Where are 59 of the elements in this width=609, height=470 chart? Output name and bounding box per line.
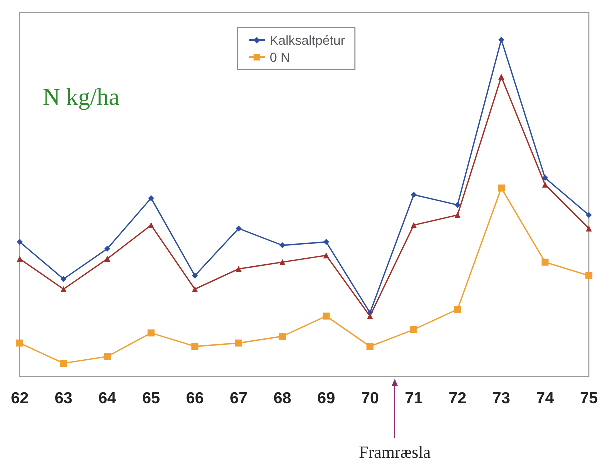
point bbox=[586, 272, 593, 280]
point bbox=[454, 212, 461, 218]
point bbox=[410, 326, 418, 334]
point bbox=[148, 195, 154, 202]
point bbox=[498, 184, 506, 192]
x-tick-label: 75 bbox=[580, 390, 598, 408]
x-tick-label: 63 bbox=[54, 390, 73, 408]
point bbox=[236, 266, 242, 272]
x-tick-label: 67 bbox=[230, 390, 248, 408]
point bbox=[410, 222, 417, 228]
point bbox=[279, 333, 286, 340]
point bbox=[148, 222, 154, 228]
x-tick-label: 68 bbox=[274, 390, 292, 408]
point bbox=[498, 36, 505, 43]
x-tick-label: 62 bbox=[11, 390, 29, 408]
x-tick-label: 69 bbox=[318, 390, 336, 408]
y-axis-title: N kg/ha bbox=[43, 85, 120, 111]
point bbox=[192, 272, 198, 279]
x-tick-label: 66 bbox=[186, 390, 204, 408]
x-tick-label: 64 bbox=[98, 390, 117, 408]
point bbox=[192, 286, 198, 292]
legend-label: 0 N bbox=[270, 50, 290, 65]
x-tick-label: 65 bbox=[142, 390, 160, 408]
point bbox=[366, 343, 374, 350]
point bbox=[323, 239, 330, 246]
x-tick-label: 72 bbox=[448, 390, 467, 408]
x-tick-label: 71 bbox=[405, 390, 423, 408]
point bbox=[236, 226, 242, 232]
point bbox=[280, 242, 286, 249]
point bbox=[498, 74, 505, 80]
point bbox=[60, 360, 68, 368]
point bbox=[17, 256, 23, 262]
point bbox=[454, 306, 462, 314]
point bbox=[104, 246, 111, 252]
point bbox=[454, 202, 461, 208]
point bbox=[542, 175, 548, 182]
point bbox=[367, 313, 374, 320]
point bbox=[542, 182, 548, 188]
point bbox=[322, 312, 330, 320]
point bbox=[192, 343, 199, 350]
x-tick-label: 74 bbox=[536, 390, 554, 408]
point bbox=[235, 340, 242, 347]
point bbox=[586, 212, 592, 218]
point bbox=[410, 192, 417, 198]
x-tick-label: 73 bbox=[492, 390, 511, 408]
x-tick-label: 70 bbox=[361, 390, 380, 408]
point bbox=[542, 258, 549, 266]
point bbox=[586, 226, 592, 232]
legend-label: Kalksaltpétur bbox=[270, 33, 346, 48]
point bbox=[104, 256, 111, 262]
point bbox=[280, 259, 286, 266]
point bbox=[17, 239, 23, 246]
point bbox=[148, 330, 155, 337]
point bbox=[104, 353, 112, 360]
point bbox=[60, 286, 67, 292]
point bbox=[60, 276, 67, 282]
text: Framræsla bbox=[359, 443, 432, 462]
point bbox=[16, 340, 24, 347]
point bbox=[323, 252, 330, 259]
